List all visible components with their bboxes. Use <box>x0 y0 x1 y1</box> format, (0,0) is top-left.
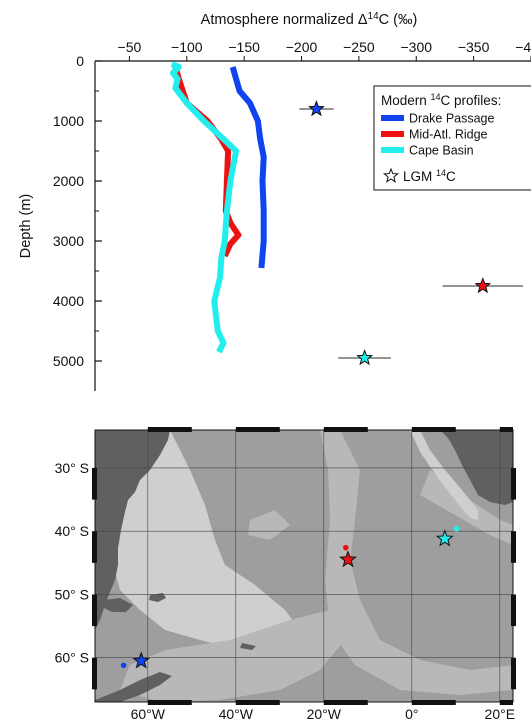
radiocarbon-profile-chart: Atmosphere normalized Δ14C (‰) Depth (m)… <box>18 11 531 391</box>
map-body <box>95 430 513 702</box>
frame-segment <box>147 700 192 705</box>
frame-segment <box>92 467 97 500</box>
y-axis-ticks: 0 1000 2000 3000 4000 5000 <box>53 53 102 369</box>
frame-segment <box>511 657 516 690</box>
frame-segment <box>92 657 97 690</box>
africa-shelf <box>410 430 478 520</box>
africa-land <box>440 430 513 505</box>
longitude-label: 0° <box>405 706 418 722</box>
frame-segment <box>323 700 368 705</box>
frame-segment <box>511 531 516 563</box>
frame-segment <box>92 594 97 627</box>
modern-station-dot <box>120 662 127 669</box>
latitude-label: 40° S <box>55 523 89 539</box>
map-markers <box>120 525 460 669</box>
core-site-star-mid-atl-ridge <box>339 550 357 568</box>
frame-segment <box>235 427 280 432</box>
core-site-star-drake-passage <box>132 651 151 669</box>
profile-line-cape-basin <box>170 61 240 354</box>
legend-entries: Drake Passage Mid-Atl. Ridge Cape Basin <box>381 112 495 158</box>
legend-entry-label: Cape Basin <box>409 144 474 158</box>
legend-title: Modern 14C profiles: <box>381 92 501 108</box>
lgm-star-cape-basin <box>356 349 374 366</box>
rio-grande-rise <box>248 510 290 540</box>
frame-segment <box>511 594 516 627</box>
x-tick-label: −150 <box>228 39 260 55</box>
tierra-del-fuego <box>104 598 133 612</box>
frame-segment <box>411 427 456 432</box>
x-tick-label: −100 <box>171 39 203 55</box>
y-tick-label: 1000 <box>53 113 84 129</box>
x-tick-label: −200 <box>286 39 318 55</box>
lgm-star-drake-passage <box>307 100 325 117</box>
longitude-label: 20°W <box>307 706 342 722</box>
longitude-label: 20°E <box>485 706 516 722</box>
scotia-arc <box>120 610 345 702</box>
y-tick-label: 2000 <box>53 173 84 189</box>
profile-line-drake-passage <box>229 66 267 269</box>
x-axis-label: Atmosphere normalized Δ14C (‰) <box>201 11 418 28</box>
south-georgia <box>240 643 256 650</box>
map-grid <box>95 430 513 702</box>
profile-line-mid-atl-ridge <box>172 65 242 258</box>
x-tick-label: −300 <box>400 39 432 55</box>
latitude-label: 30° S <box>55 460 89 476</box>
lgm-star-mid-atl-ridge <box>474 277 492 294</box>
map-tick-labels: 60°W 40°W 20°W 0° 20°E 30° S 40° S 50° S 60° S <box>55 460 515 722</box>
lgm-markers <box>299 100 523 366</box>
core-site-star-cape-basin <box>435 529 454 547</box>
map-frame <box>92 427 516 705</box>
x-tick-label: −400 <box>515 39 531 55</box>
x-tick-label: −50 <box>118 39 142 55</box>
x-tick-label: −250 <box>343 39 375 55</box>
frame-segment <box>323 427 368 432</box>
frame-segment <box>511 467 516 500</box>
y-tick-label: 5000 <box>53 353 84 369</box>
frame-segment <box>235 700 280 705</box>
frame-segment <box>147 427 192 432</box>
south-america-land <box>95 430 170 630</box>
latitude-label: 50° S <box>55 586 89 602</box>
antarctic-peninsula <box>95 672 172 702</box>
legend-lgm-label: LGM 14C <box>403 168 456 184</box>
y-axis-label: Depth (m) <box>18 194 34 258</box>
modern-station-dot <box>453 525 460 532</box>
x-tick-label: −350 <box>458 39 490 55</box>
legend: Modern 14C profiles: Drake Passage Mid-At… <box>373 85 531 191</box>
legend-entry-label: Drake Passage <box>409 112 495 126</box>
profile-lines <box>170 61 267 354</box>
y-tick-label: 4000 <box>53 293 84 309</box>
modern-station-dot <box>343 544 349 551</box>
mid-atlantic-ridge <box>320 430 513 695</box>
longitude-label: 60°W <box>131 706 166 722</box>
map-border <box>94 429 514 703</box>
frame-segment <box>499 427 513 432</box>
legend-entry-label: Mid-Atl. Ridge <box>409 128 488 142</box>
longitude-label: 40°W <box>219 706 254 722</box>
frame-segment <box>411 700 456 705</box>
frame-segment <box>92 531 97 563</box>
frame-segment <box>499 700 513 705</box>
y-tick-label: 3000 <box>53 233 84 249</box>
falkland-islands <box>149 593 166 602</box>
x-axis-ticks: −50 −100 −150 −200 −250 −300 −350 −400 <box>118 39 531 61</box>
site-map: 60°W 40°W 20°W 0° 20°E 30° S 40° S 50° S 60° S <box>55 427 516 722</box>
y-tick-label: 0 <box>76 53 84 69</box>
latitude-label: 60° S <box>55 650 89 666</box>
legend-box <box>373 85 531 191</box>
legend-star-icon <box>382 167 400 183</box>
